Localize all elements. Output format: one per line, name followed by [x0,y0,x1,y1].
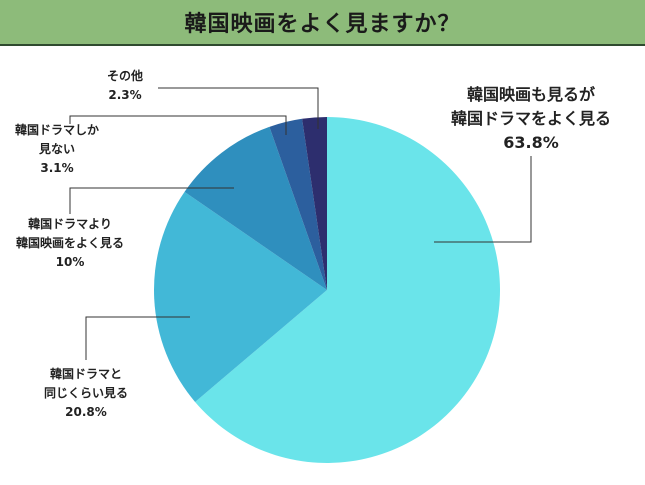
slice-label-3: 韓国ドラマより [28,216,112,231]
slice-percent-label-3: 10% [56,255,85,269]
slice-label-2: 韓国ドラマと [50,366,122,381]
chart-header: 韓国映画をよく見ますか？ [0,0,645,46]
slice-label-4: 韓国ドラマしか [15,122,99,137]
leader-line-3 [69,187,234,214]
pie-slice-3 [184,126,327,290]
leader-line-2 [85,316,190,360]
slice-label-1: 韓国映画も見るが [467,85,595,104]
chart-title: 韓国映画をよく見ますか？ [184,12,461,37]
slice-percent-label-2: 20.8% [65,405,107,419]
slice-percent-label-4: 3.1% [40,161,73,175]
pie-slice-1 [195,117,500,463]
leader-line-4 [69,115,287,135]
slice-percent-label-5: 2.3% [108,88,141,102]
slice-label-1: 韓国ドラマをよく見る [451,109,611,128]
leader-line-1 [434,156,532,243]
pie-slice-2 [154,191,327,402]
slice-label-4: 見ない [38,141,75,156]
pie-slice-5 [302,117,327,290]
slice-label-2: 同じくらい見る [44,385,128,400]
slice-label-3: 韓国映画をよく見る [16,235,124,250]
leader-line-5 [158,87,319,129]
slice-percent-label-1: 63.8% [503,133,559,152]
pie-slice-4 [269,118,327,290]
slice-label-5: その他 [107,68,143,83]
